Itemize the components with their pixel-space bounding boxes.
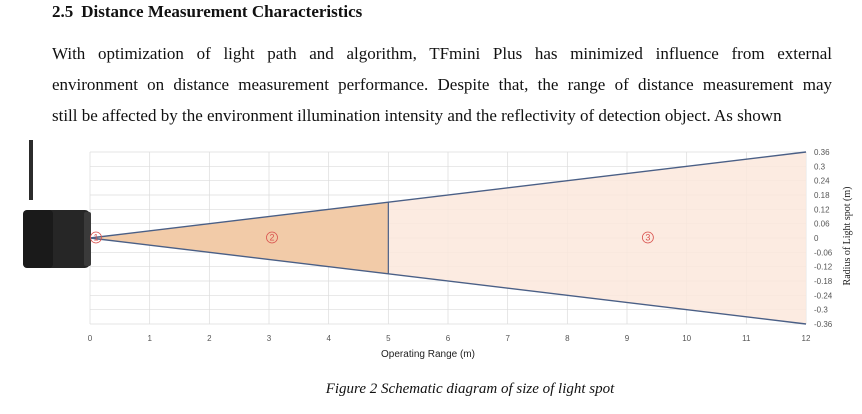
light-spot-figure: 0 1 2 3 4 5 6 7 8 9 10 11 12 0.36 0.3 0.24 0.18 0.12 0.06… [0,140,862,370]
zones [89,151,807,325]
x-tick-label-8: 8 [565,334,570,343]
x-tick-label-7: 7 [505,334,510,343]
y-tick-label-6: 0 [814,234,819,243]
x-tick-label-4: 4 [326,334,331,343]
x-tick-label-1: 1 [147,334,152,343]
y-tick-label-1: 0.3 [814,162,826,171]
section-number: 2.5 [52,2,74,21]
y-tick-label-12: -0.36 [814,320,833,329]
y-tick-label-4: 0.12 [814,205,830,214]
x-axis-ticks: 0 1 2 3 4 5 6 7 8 9 10 11 12 [88,334,811,343]
zone-2-area [90,202,389,274]
x-tick-label-6: 6 [446,334,451,343]
x-tick-label-2: 2 [207,334,212,343]
y-tick-label-10: -0.24 [814,291,833,300]
zone-labels: 1 2 3 [90,231,654,244]
x-tick-label-9: 9 [625,334,630,343]
x-tick-label-12: 12 [802,334,811,343]
y-tick-label-7: -0.06 [814,248,833,257]
sensor-device-icon [23,140,91,268]
y-tick-label-5: 0.06 [814,220,830,229]
x-axis-label: Operating Range (m) [381,349,475,360]
cone-lower-edge [89,237,807,325]
paragraph-line-1: With optimization of light path and algo… [52,44,832,63]
x-tick-label-5: 5 [386,334,391,343]
y-axis-label: Radius of Light spot (m) [842,187,853,286]
zone-1-circle [90,231,102,244]
body-paragraph: With optimization of light path and algo… [52,38,832,131]
light-spot-chart: 0 1 2 3 4 5 6 7 8 9 10 11 12 0.360.30.240.180.120.06… [23,140,853,360]
y-tick-label-3: 0.18 [814,191,830,200]
y-axis-ticks: 0.36 0.3 0.24 0.18 0.12 0.06 0 -0.06 -0.12 -0.18 -… [814,148,833,329]
cone-upper-edge [89,151,807,239]
zone-2-label: 2 [269,233,274,243]
y-tick-label-8: -0.12 [814,263,833,272]
x-tick-label-10: 10 [682,334,691,343]
section-heading: 2.5 Distance Measurement Characteristics [52,2,362,22]
paragraph-line-2: environment on distance measurement perf… [52,75,832,94]
zone-2-circle [266,231,278,244]
zone-3-label: 3 [645,233,650,243]
zone-1-label: 1 [93,233,98,243]
zone-3-circle [641,231,654,244]
y-tick-label-11: -0.3 [814,306,828,315]
x-tick-label-0: 0 [88,334,93,343]
zone-3-area [388,152,806,324]
x-tick-label-3: 3 [267,334,272,343]
x-tick-label-11: 11 [742,334,751,343]
paragraph-line-3: still be affected by the environment ill… [52,106,782,125]
y-tick-label-0: 0.36 [814,148,830,157]
section-title: Distance Measurement Characteristics [81,2,363,21]
y-tick-label-9: -0.18 [814,277,833,286]
figure-caption: Figure 2 Schematic diagram of size of li… [325,381,615,397]
y-tick-label-2: 0.24 [814,177,830,186]
